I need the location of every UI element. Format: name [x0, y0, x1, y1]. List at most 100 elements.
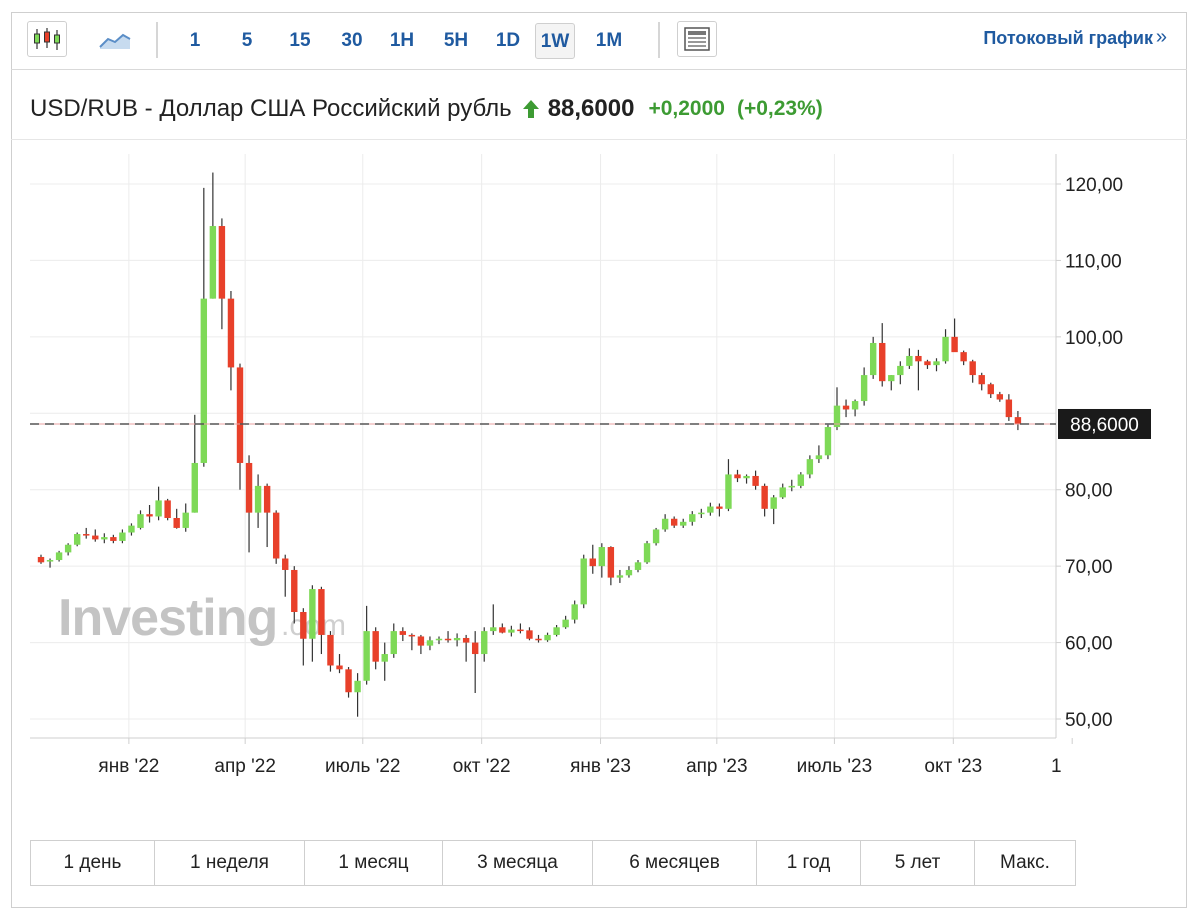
candle-up	[182, 512, 189, 528]
candle-down	[218, 226, 226, 299]
y-tick-label: 70,00	[1065, 557, 1113, 578]
x-tick-label: апр '23	[686, 756, 747, 777]
candle-up	[689, 514, 696, 522]
candle-down	[734, 474, 741, 479]
candle-down	[915, 355, 922, 362]
candle-down	[924, 361, 931, 366]
streaming-chart-link[interactable]: Потоковый график	[983, 28, 1153, 48]
current-price-tag	[1058, 408, 1151, 439]
range-option[interactable]: 6 месяцев	[593, 841, 757, 885]
candle-up	[806, 459, 814, 475]
candle-down	[951, 336, 958, 353]
candle-up	[191, 462, 198, 513]
range-option[interactable]: Макс.	[1000, 852, 1050, 873]
range-option[interactable]: 1 день	[31, 841, 155, 885]
candle-up	[200, 298, 208, 463]
x-tick-label: июль '23	[797, 756, 872, 777]
double-chevron-right-icon[interactable]: »	[1155, 26, 1167, 48]
candle-up	[743, 475, 750, 479]
candle-up	[860, 375, 868, 402]
candle-up	[634, 562, 642, 570]
candle-up	[598, 547, 606, 567]
candle-down	[408, 634, 416, 637]
last-price: 88,6000	[547, 95, 635, 122]
candle-up	[209, 226, 217, 299]
candle-up	[869, 342, 877, 376]
candle-up	[309, 589, 316, 639]
candle-up	[128, 525, 135, 533]
candle-up	[779, 487, 786, 498]
x-tick-label: окт '22	[453, 756, 511, 777]
price-chart[interactable]: Investing.com50,0060,0070,0080,00100,001…	[11, 140, 1187, 830]
timeframe-1m[interactable]: 1M	[595, 30, 623, 51]
candle-down	[37, 556, 45, 563]
range-option[interactable]: 1 месяц	[305, 841, 443, 885]
candle-up	[381, 654, 388, 662]
y-tick-label: 80,00	[1065, 481, 1113, 502]
candle-up	[363, 631, 370, 681]
candle-up	[580, 558, 587, 605]
candle-up	[897, 365, 904, 376]
candle-down	[236, 367, 244, 463]
current-price-tag-label: 88,6000	[1070, 415, 1139, 436]
range-option[interactable]: 1 неделя	[155, 841, 305, 885]
candle-up	[46, 560, 54, 562]
candle-up	[851, 401, 859, 410]
news-panel-button[interactable]	[677, 21, 717, 57]
area-chart-icon	[99, 33, 131, 49]
candle-up	[680, 521, 687, 526]
price-change-percent: (+0,23%)	[736, 97, 823, 120]
timeframe-1w[interactable]: 1W	[535, 23, 575, 59]
candle-down	[526, 630, 533, 639]
candle-up	[652, 529, 660, 544]
candle-up	[833, 405, 841, 428]
range-option[interactable]: 5 лет	[861, 841, 975, 885]
x-tick-label: 1	[1051, 756, 1062, 777]
candle-down	[318, 589, 325, 635]
candle-up	[490, 627, 497, 632]
candlestick-chart-button[interactable]	[27, 21, 67, 57]
candle-up	[544, 634, 551, 641]
candle-up	[888, 375, 895, 382]
area-chart-button[interactable]	[95, 21, 135, 57]
candle-down	[110, 537, 117, 541]
candle-up	[643, 543, 651, 563]
candle-up	[562, 619, 569, 628]
timeframe-5h[interactable]: 5H	[443, 30, 469, 51]
range-selector: 1 день 1 неделя 1 месяц 3 месяца 6 месяцев 1 …	[30, 840, 1076, 886]
candle-down	[83, 534, 90, 536]
candle-down	[1014, 417, 1022, 424]
timeframe-1d[interactable]: 1D	[495, 30, 521, 51]
timeframe-15[interactable]: 15	[289, 30, 311, 51]
y-tick-label: 120,00	[1065, 175, 1123, 196]
candle-up	[481, 631, 488, 655]
candle-down	[752, 475, 759, 486]
candle-up	[942, 336, 949, 362]
candle-down	[589, 558, 596, 567]
timeframe-30[interactable]: 30	[341, 30, 363, 51]
candle-up	[435, 638, 443, 641]
candlestick-icon	[34, 28, 60, 50]
x-tick-label: янв '22	[98, 756, 159, 777]
candle-down	[336, 665, 343, 670]
candle-up	[119, 532, 126, 541]
range-option[interactable]: 1 год	[757, 841, 861, 885]
candle-down	[372, 631, 379, 662]
candle-up	[553, 627, 560, 635]
candle-down	[92, 535, 99, 540]
y-tick-label: 50,00	[1065, 710, 1113, 731]
timeframe-5[interactable]: 5	[241, 30, 253, 51]
timeframe-1h[interactable]: 1H	[389, 30, 415, 51]
candle-up	[571, 604, 578, 620]
range-option[interactable]: 3 месяца	[443, 841, 593, 885]
candle-down	[173, 517, 180, 528]
candle-down	[996, 394, 1004, 400]
timeframe-1[interactable]: 1	[189, 30, 201, 51]
candle-up	[390, 631, 397, 655]
candle-up	[73, 534, 81, 545]
candle-down	[969, 361, 976, 376]
candle-up	[815, 455, 823, 460]
candle-up	[707, 506, 714, 513]
candle-down	[716, 506, 723, 509]
candle-up	[933, 361, 940, 366]
